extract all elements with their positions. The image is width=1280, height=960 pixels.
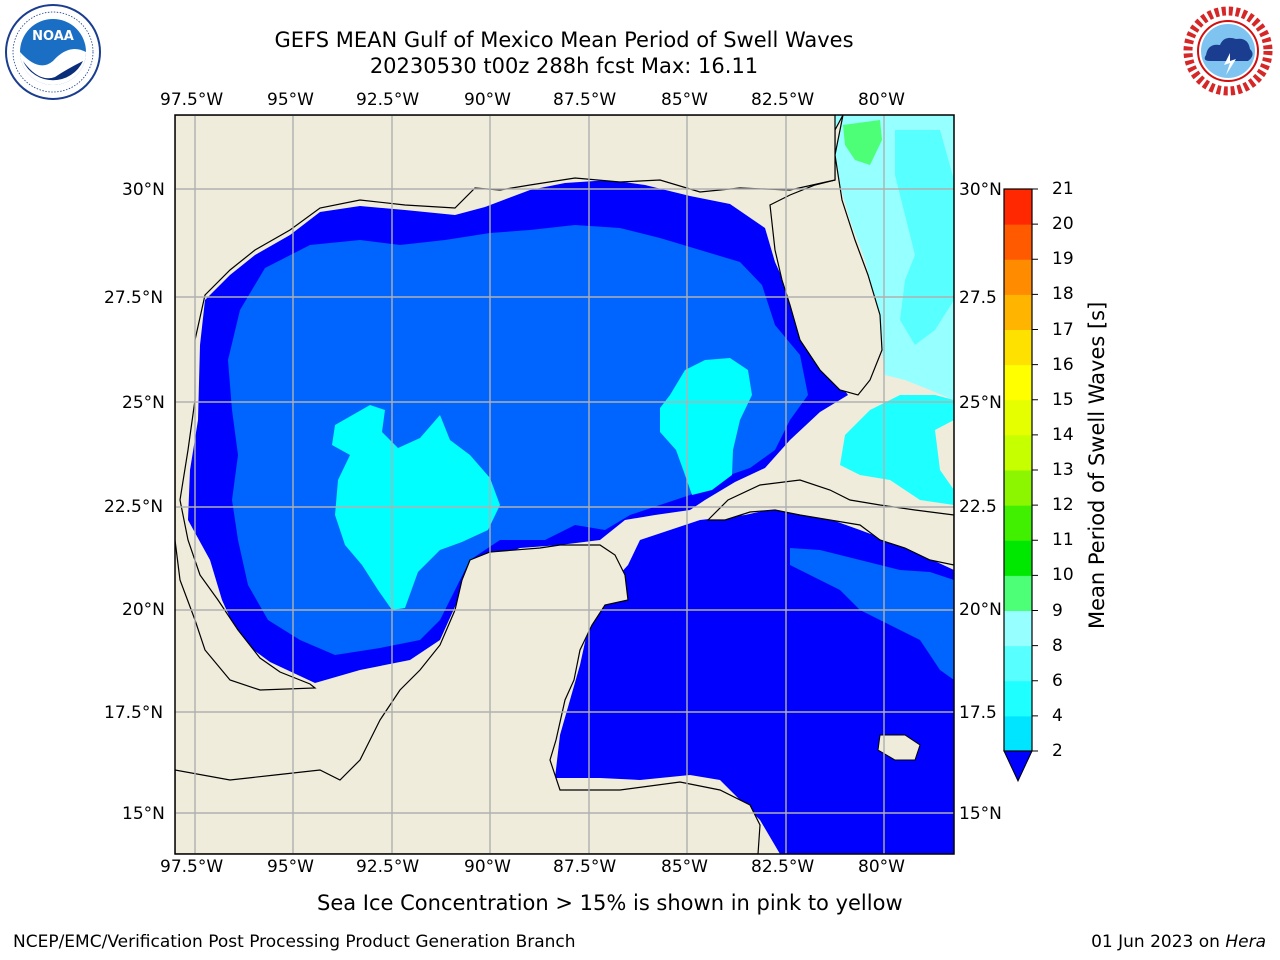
lat-label-left-27-5: 27.5°N	[104, 288, 164, 308]
lat-label-right-27-5: 27.5	[959, 288, 997, 308]
colorbar-tick-label: 10	[1052, 565, 1074, 586]
lon-label-bottom-95: 95°W	[267, 857, 314, 877]
noaa-logo-text: NOAA	[32, 29, 74, 44]
straits-swell-cyan	[840, 395, 954, 505]
colorbar-segment	[1004, 189, 1032, 225]
colorbar-tick-label: 14	[1052, 424, 1074, 445]
colorbar-segment	[1004, 505, 1032, 541]
colorbar-tick-label: 18	[1052, 284, 1074, 305]
map-title: GEFS MEAN Gulf of Mexico Mean Period of …	[274, 28, 854, 52]
colorbar-tick-label: 9	[1052, 600, 1063, 621]
lon-label-top-82-5: 82.5°W	[751, 90, 815, 110]
lat-label-right-17-5: 17.5	[959, 703, 997, 723]
cuba	[706, 479, 954, 566]
colorbar-segment	[1004, 470, 1032, 506]
colorbar-segment	[1004, 610, 1032, 647]
lon-label-bottom-90: 90°W	[464, 857, 511, 877]
lat-label-left-22-5: 22.5°N	[104, 497, 164, 517]
colorbar-segment	[1004, 224, 1032, 260]
colorbar	[1003, 188, 1038, 783]
lon-label-top-80: 80°W	[858, 90, 905, 110]
lon-label-top-87-5: 87.5°W	[553, 90, 617, 110]
lat-label-left-25: 25°N	[122, 393, 165, 413]
lon-label-bottom-80: 80°W	[858, 857, 905, 877]
colorbar-segment	[1004, 329, 1032, 366]
graticule	[175, 115, 954, 854]
lat-label-right-22-5: 22.5	[959, 497, 997, 517]
colorbar-segment	[1004, 715, 1032, 752]
lat-label-right-20: 20°N	[959, 600, 1002, 620]
footer-date-text: 01 Jun 2023 on	[1091, 932, 1226, 952]
colorbar-segment	[1004, 399, 1032, 436]
colorbar-tick-label: 19	[1052, 249, 1074, 270]
colorbar-tick-label: 13	[1052, 460, 1074, 480]
colorbar-segment	[1004, 645, 1032, 682]
colorbar-tick-label: 6	[1052, 670, 1063, 691]
lon-label-bottom-92-5: 92.5°W	[356, 857, 420, 877]
colorbar-label: Mean Period of Swell Waves [s]	[1085, 301, 1109, 629]
colorbar-tick-label: 12	[1052, 495, 1074, 516]
colorbar-tick-label: 17	[1052, 319, 1074, 340]
lon-label-top-97-5: 97.5°W	[160, 90, 224, 110]
mainland-usa-mexico	[175, 115, 836, 691]
colorbar-tick-label: 4	[1052, 705, 1063, 726]
colorbar-segment	[1004, 294, 1032, 330]
lon-label-bottom-82-5: 82.5°W	[751, 857, 815, 877]
colorbar-tick-label: 20	[1052, 214, 1074, 235]
lat-label-left-17-5: 17.5°N	[104, 703, 164, 723]
atlantic-swell-green	[843, 120, 882, 165]
colorbar-segment	[1004, 680, 1032, 717]
lon-label-top-92-5: 92.5°W	[356, 90, 420, 110]
lon-label-top-95: 95°W	[267, 90, 314, 110]
colorbar-segment	[1004, 540, 1032, 576]
lon-label-bottom-85: 85°W	[661, 857, 708, 877]
sea-ice-note: Sea Ice Concentration > 15% is shown in …	[317, 891, 903, 915]
colorbar-tick-label: 15	[1052, 389, 1074, 410]
colorbar-segment	[1004, 364, 1032, 401]
map-frame	[174, 114, 955, 855]
lat-label-right-15: 15°N	[959, 804, 1002, 824]
lon-label-top-90: 90°W	[464, 90, 511, 110]
hispaniola-jamaica	[877, 734, 921, 761]
caribbean-swell-mid	[790, 548, 954, 680]
lat-label-right-30: 30°N	[959, 180, 1002, 200]
colorbar-tick-label: 11	[1052, 530, 1074, 551]
lat-label-right-25: 25°N	[959, 393, 1002, 413]
lon-label-bottom-97-5: 97.5°W	[160, 857, 224, 877]
colorbar-segment	[1004, 575, 1032, 611]
lat-label-left-30: 30°N	[122, 180, 165, 200]
atlantic-swell-cyan	[895, 130, 954, 345]
colorbar-segment	[1004, 434, 1032, 471]
colorbar-tick-label: 8	[1052, 635, 1063, 656]
lat-label-left-15: 15°N	[122, 804, 165, 824]
lat-label-left-20: 20°N	[122, 600, 165, 620]
gulf-swell-cyan-east	[660, 358, 752, 495]
colorbar-tick-label: 2	[1052, 741, 1063, 761]
noaa-logo-icon: NOAA	[5, 4, 101, 100]
lon-label-bottom-87-5: 87.5°W	[553, 857, 617, 877]
colorbar-extension	[1003, 750, 1033, 783]
footer-date: 01 Jun 2023 on Hera	[1091, 932, 1266, 952]
footer-machine: Hera	[1225, 932, 1266, 952]
footer-credit: NCEP/EMC/Verification Post Processing Pr…	[13, 932, 576, 952]
colorbar-tick-label: 21	[1052, 179, 1074, 199]
colorbar-segment	[1004, 259, 1032, 295]
nws-logo-icon	[1183, 6, 1273, 96]
yucatan-peninsula	[175, 544, 761, 854]
lon-label-top-85: 85°W	[661, 90, 708, 110]
colorbar-tick-label: 16	[1052, 354, 1074, 375]
map-subtitle: 20230530 t00z 288h fcst Max: 16.11	[369, 54, 759, 78]
